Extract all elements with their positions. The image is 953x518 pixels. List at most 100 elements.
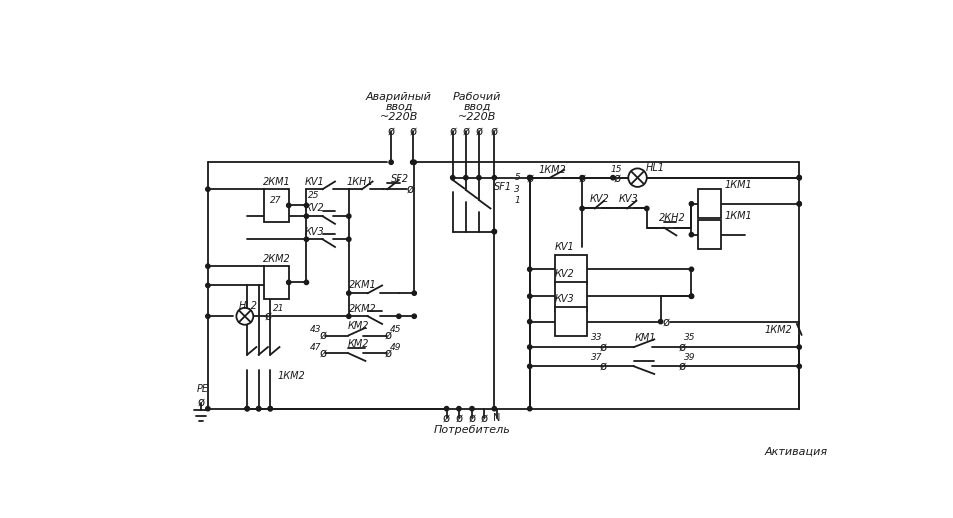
Text: ø: ø bbox=[264, 310, 272, 323]
Circle shape bbox=[797, 202, 801, 206]
Text: КV3: КV3 bbox=[555, 294, 575, 304]
Text: ø: ø bbox=[442, 411, 450, 424]
Text: ø: ø bbox=[449, 125, 456, 138]
Text: 43: 43 bbox=[310, 325, 321, 334]
Circle shape bbox=[268, 407, 273, 411]
Text: ~220В: ~220В bbox=[379, 112, 417, 122]
Circle shape bbox=[628, 168, 646, 187]
Circle shape bbox=[797, 176, 801, 180]
Circle shape bbox=[689, 294, 693, 298]
Text: ø: ø bbox=[455, 411, 462, 424]
Text: 37: 37 bbox=[590, 353, 601, 362]
Text: 1КМ2: 1КМ2 bbox=[277, 370, 305, 381]
Text: 1КМ2: 1КМ2 bbox=[538, 165, 566, 175]
Text: 2КМ2: 2КМ2 bbox=[262, 253, 290, 264]
Circle shape bbox=[206, 264, 210, 268]
Text: 2КН2: 2КН2 bbox=[659, 213, 685, 223]
Text: 2КМ1: 2КМ1 bbox=[349, 280, 376, 291]
Text: ø: ø bbox=[678, 360, 685, 373]
Circle shape bbox=[579, 176, 583, 180]
Circle shape bbox=[797, 176, 801, 180]
Text: SF2: SF2 bbox=[391, 174, 409, 184]
Text: HL1: HL1 bbox=[644, 163, 663, 174]
Circle shape bbox=[689, 294, 693, 298]
Bar bbox=[697, 189, 720, 219]
Bar bbox=[555, 255, 587, 284]
Circle shape bbox=[389, 160, 393, 164]
Bar bbox=[264, 266, 289, 298]
Text: ø: ø bbox=[526, 171, 533, 184]
Text: ø: ø bbox=[462, 125, 469, 138]
Text: 27: 27 bbox=[270, 196, 281, 205]
Text: КV2: КV2 bbox=[304, 204, 324, 213]
Text: ø: ø bbox=[475, 125, 482, 138]
Bar bbox=[555, 282, 587, 311]
Circle shape bbox=[689, 267, 693, 271]
Text: 5: 5 bbox=[514, 173, 519, 182]
Text: КV1: КV1 bbox=[555, 242, 575, 252]
Circle shape bbox=[644, 206, 648, 211]
Text: КМ2: КМ2 bbox=[347, 339, 369, 349]
Text: КV2: КV2 bbox=[589, 194, 609, 204]
Circle shape bbox=[797, 202, 801, 206]
Circle shape bbox=[346, 291, 351, 295]
Circle shape bbox=[492, 229, 496, 234]
Text: 15: 15 bbox=[610, 165, 622, 175]
Text: Рабочий: Рабочий bbox=[453, 92, 501, 102]
Circle shape bbox=[412, 291, 416, 295]
Circle shape bbox=[304, 203, 308, 208]
Circle shape bbox=[527, 176, 532, 180]
Circle shape bbox=[527, 294, 532, 298]
Text: ø: ø bbox=[468, 411, 475, 424]
Text: КV3: КV3 bbox=[618, 194, 638, 204]
Text: ø: ø bbox=[197, 396, 204, 409]
Circle shape bbox=[463, 176, 468, 180]
Text: ввод: ввод bbox=[463, 102, 491, 112]
Text: 39: 39 bbox=[683, 353, 695, 362]
Circle shape bbox=[412, 160, 416, 164]
Text: КV1: КV1 bbox=[304, 177, 324, 186]
Text: 1КМ1: 1КМ1 bbox=[723, 211, 752, 221]
Circle shape bbox=[206, 407, 210, 411]
Text: ø: ø bbox=[406, 183, 414, 196]
Text: ø: ø bbox=[678, 340, 685, 354]
Text: Аварийный: Аварийный bbox=[366, 92, 432, 102]
Circle shape bbox=[527, 345, 532, 349]
Circle shape bbox=[469, 407, 474, 411]
Circle shape bbox=[304, 237, 308, 241]
Circle shape bbox=[527, 176, 532, 180]
Text: SF1: SF1 bbox=[494, 182, 512, 192]
Text: 21: 21 bbox=[274, 304, 285, 313]
Text: 49: 49 bbox=[389, 342, 400, 352]
Circle shape bbox=[268, 407, 273, 411]
Text: 2КМ1: 2КМ1 bbox=[262, 177, 290, 186]
Circle shape bbox=[527, 407, 532, 411]
Circle shape bbox=[256, 407, 260, 411]
Circle shape bbox=[527, 267, 532, 271]
Circle shape bbox=[206, 283, 210, 287]
Circle shape bbox=[236, 308, 253, 325]
Circle shape bbox=[245, 407, 249, 411]
Bar bbox=[697, 220, 720, 249]
Circle shape bbox=[610, 176, 615, 180]
Text: ø: ø bbox=[490, 125, 497, 138]
Text: HL2: HL2 bbox=[238, 301, 257, 311]
Text: КV2: КV2 bbox=[555, 269, 575, 279]
Text: 1КМ1: 1КМ1 bbox=[723, 180, 752, 190]
Text: РЕ: РЕ bbox=[197, 384, 209, 394]
Text: 33: 33 bbox=[590, 333, 601, 342]
Circle shape bbox=[206, 314, 210, 319]
Circle shape bbox=[492, 229, 496, 234]
Circle shape bbox=[689, 202, 693, 206]
Circle shape bbox=[450, 176, 455, 180]
Text: 1КН1: 1КН1 bbox=[347, 177, 374, 186]
Circle shape bbox=[304, 214, 308, 218]
Circle shape bbox=[689, 233, 693, 237]
Text: ø: ø bbox=[578, 171, 585, 184]
Circle shape bbox=[476, 176, 480, 180]
Circle shape bbox=[286, 280, 291, 284]
Text: ø: ø bbox=[480, 411, 487, 424]
Text: 47: 47 bbox=[310, 342, 321, 352]
Circle shape bbox=[797, 345, 801, 349]
Circle shape bbox=[346, 314, 351, 319]
